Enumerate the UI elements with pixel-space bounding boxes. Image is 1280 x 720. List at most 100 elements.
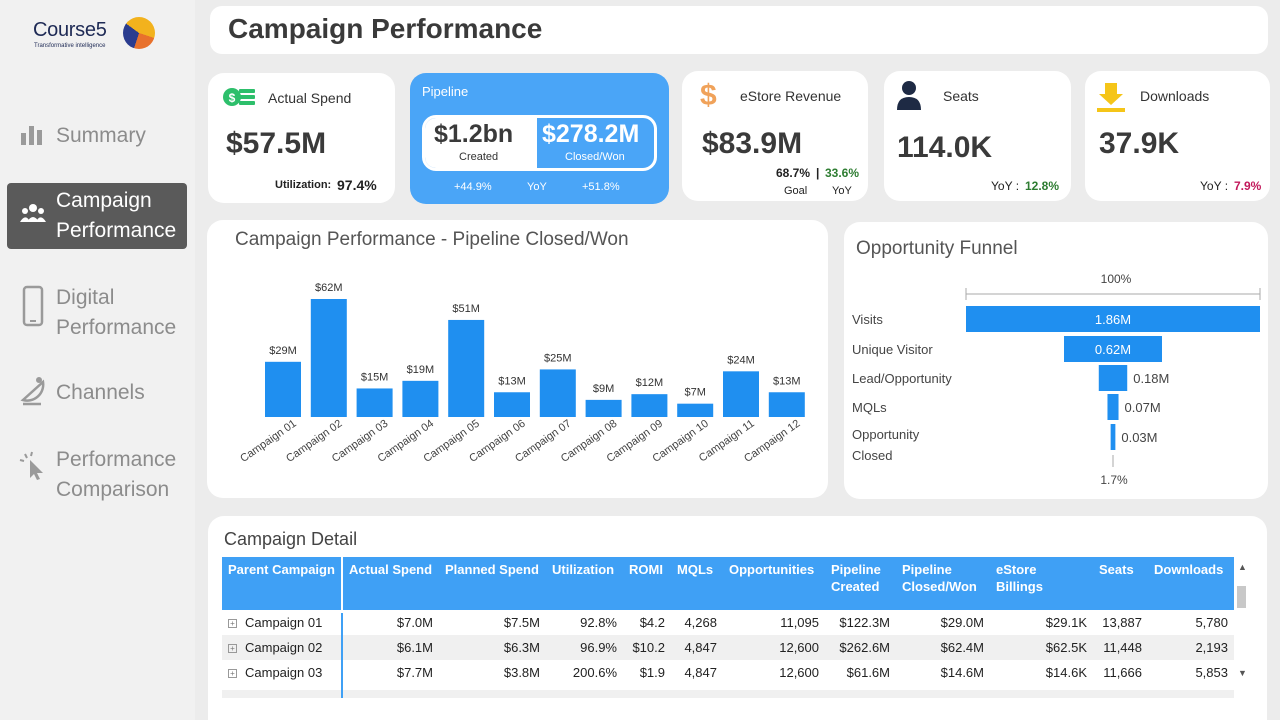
funnel-bar: [966, 306, 1260, 332]
column-header[interactable]: Planned Spend: [439, 557, 546, 610]
sidebar: Course5 Transformative intelligence Summ…: [0, 0, 195, 720]
table-cell: $7.7M: [396, 665, 433, 680]
phone-icon: [22, 285, 44, 327]
table-row-partial: [222, 690, 1234, 698]
table-cell: $29.1K: [1045, 615, 1087, 630]
kpi-card-actual-spend[interactable]: $ Actual Spend $57.5M Utilization: 97.4%: [208, 73, 395, 203]
table-row[interactable]: + Campaign 02 $6.1M $6.3M 96.9% $10.2 4,847 12,…: [222, 635, 1234, 660]
bar-data-label: $25M: [544, 352, 572, 364]
column-header[interactable]: Downloads: [1148, 557, 1234, 610]
column-header[interactable]: eStore Billings: [990, 557, 1093, 610]
scroll-up-icon[interactable]: ▲: [1238, 562, 1247, 572]
click-icon: [19, 451, 43, 480]
svg-text:$: $: [229, 91, 236, 105]
table-cell: $262.6M: [825, 635, 896, 660]
column-header[interactable]: Utilization: [546, 557, 623, 610]
pipeline-created-yoy: +44.9%: [454, 181, 492, 193]
table-cell: 2,193: [1148, 635, 1234, 660]
table-cell: $122.3M: [839, 615, 890, 630]
kpi-card-estore-revenue[interactable]: $ eStore Revenue $83.9M 68.7% | 33.6% Go…: [682, 71, 868, 201]
expand-row-icon[interactable]: +: [228, 619, 237, 628]
bar: [356, 388, 393, 417]
nav-item-performance-comparison[interactable]: Performance Comparison: [7, 445, 187, 507]
bar-data-label: $12M: [636, 377, 664, 389]
kpi-card-downloads[interactable]: Downloads 37.9K YoY : 7.9%: [1085, 71, 1270, 201]
bar-data-label: $51M: [452, 303, 480, 315]
people-icon: [20, 204, 46, 222]
table-cell: 13,887: [1102, 615, 1142, 630]
column-header[interactable]: Parent Campaign: [222, 557, 343, 610]
utilization-value: 97.4%: [337, 177, 377, 193]
table-cell: $3.8M: [503, 665, 540, 680]
table-cell: $1.9: [639, 665, 665, 680]
table-cell: $14.6M: [940, 665, 984, 680]
bar: [585, 399, 622, 417]
bar-data-label: $62M: [315, 282, 343, 294]
kpi-label: Seats: [943, 88, 979, 104]
kpi-card-pipeline[interactable]: Pipeline $1.2bn Created $278.2M Closed/W…: [410, 73, 669, 204]
bar-data-label: $15M: [361, 371, 389, 383]
table-cell: 96.9%: [546, 635, 623, 660]
column-header[interactable]: Seats: [1093, 557, 1148, 610]
kpi-label: eStore Revenue: [740, 88, 842, 104]
column-header[interactable]: MQLs: [671, 557, 723, 610]
funnel-bar: [1107, 394, 1119, 420]
estore-goal-value: 68.7%: [776, 166, 811, 180]
chart-title: Opportunity Funnel: [856, 238, 1018, 259]
nav-item-summary[interactable]: Summary: [7, 121, 187, 153]
table-cell: 11,666: [1103, 665, 1142, 680]
column-header[interactable]: ROMI: [623, 557, 671, 610]
nav-item-digital-performance[interactable]: Digital Performance: [7, 283, 187, 345]
funnel-data-label: 0.07M: [1125, 400, 1161, 415]
pipeline-created-value: $1.2bn: [434, 120, 514, 148]
table-row[interactable]: + Campaign 03 $7.7M $3.8M 200.6% $1.9 4,847 12,…: [222, 660, 1234, 685]
funnel-bar: [1110, 424, 1116, 450]
bar-chart-icon: [21, 126, 42, 145]
expand-row-icon[interactable]: +: [228, 669, 237, 678]
table-cell: $6.1M: [342, 635, 439, 660]
column-header[interactable]: Pipeline Created: [825, 557, 896, 610]
pipeline-created-label: Created: [459, 151, 499, 163]
table-cell: $4.2: [639, 615, 665, 630]
nav-label: Channels: [56, 381, 145, 404]
nav-item-channels[interactable]: Channels: [7, 377, 187, 410]
bar: [677, 403, 714, 417]
kpi-card-seats[interactable]: Seats 114.0K YoY : 12.8%: [884, 71, 1071, 201]
dollar-icon: $: [700, 79, 717, 112]
nav-item-campaign-performance[interactable]: Campaign Performance: [7, 183, 187, 249]
bar-data-label: $7M: [684, 387, 705, 399]
table-column-divider: [341, 613, 343, 698]
bar: [768, 392, 805, 417]
estore-separator: |: [816, 166, 820, 180]
kpi-value: $83.9M: [702, 127, 803, 160]
column-header[interactable]: Pipeline Closed/Won: [896, 557, 990, 610]
table-cell: $6.3M: [439, 635, 546, 660]
kpi-value: 114.0K: [897, 131, 993, 164]
estore-yoy-label: YoY: [832, 185, 852, 197]
scrollbar-thumb[interactable]: [1237, 586, 1246, 608]
pipeline-chart-card: Campaign Performance - Pipeline Closed/W…: [207, 220, 828, 498]
column-header[interactable]: Opportunities: [723, 557, 825, 610]
funnel-stage-label: Unique Visitor: [852, 342, 933, 357]
table-row[interactable]: + Campaign 01 $7.0M $7.5M 92.8% $4.2 4,268 11,0…: [222, 610, 1234, 635]
scroll-down-icon[interactable]: ▼: [1238, 668, 1247, 678]
kpi-value: $57.5M: [226, 127, 327, 160]
pipeline-created-panel: [425, 118, 537, 168]
table-scrollbar[interactable]: ▲ ▼: [1237, 560, 1247, 695]
satellite-icon: [20, 377, 45, 406]
funnel-data-label: 0.18M: [1133, 371, 1169, 386]
bar: [265, 361, 301, 417]
table-cell: $61.6M: [846, 665, 890, 680]
money-icon: $: [223, 88, 255, 106]
chart-title: Campaign Performance - Pipeline Closed/W…: [235, 229, 629, 250]
column-header[interactable]: Actual Spend: [342, 557, 439, 610]
table-cell: $7.5M: [503, 615, 540, 630]
table-cell: 4,268: [684, 615, 717, 630]
nav-label: Digital Performance: [56, 286, 177, 339]
bar: [310, 299, 347, 417]
expand-row-icon[interactable]: +: [228, 644, 237, 653]
campaign-name-cell: + Campaign 02: [222, 635, 342, 660]
bar-data-label: $19M: [407, 364, 435, 376]
table-header-row: Parent Campaign Actual Spend Planned Spend…: [222, 557, 1234, 610]
page-title: Campaign Performance: [228, 13, 543, 44]
